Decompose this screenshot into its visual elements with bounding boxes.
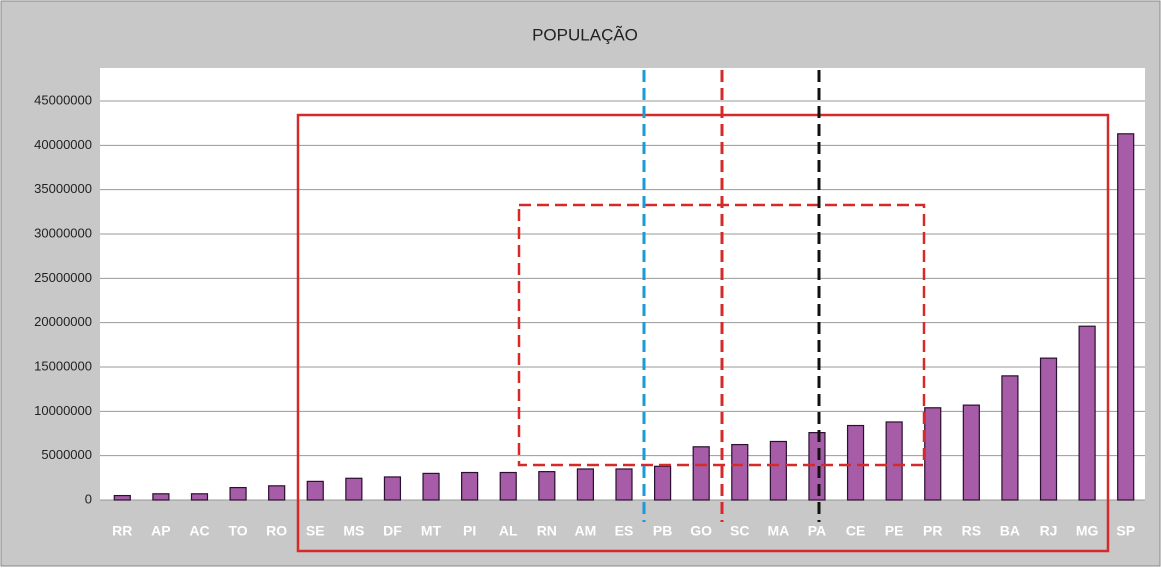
bar (538, 471, 556, 501)
y-tick-label: 0 (85, 491, 92, 506)
x-tick-label: MS (343, 523, 364, 539)
x-tick-label: TO (228, 523, 247, 539)
bar (962, 404, 980, 501)
bar (422, 472, 440, 501)
bar (615, 468, 633, 501)
x-tick-label: AM (575, 523, 597, 539)
x-tick-label: MT (421, 523, 442, 539)
bar (576, 468, 595, 501)
bar (653, 465, 672, 501)
bar (383, 476, 402, 501)
x-tick-label: SC (730, 523, 749, 539)
bar (113, 494, 131, 501)
highlight-box (296, 113, 1110, 553)
x-tick-label: ES (615, 523, 634, 539)
y-tick-label: 10000000 (34, 403, 92, 418)
y-tick-label: 5000000 (41, 447, 92, 462)
y-tick-label: 30000000 (34, 225, 92, 240)
x-tick-label: PB (653, 523, 672, 539)
x-tick-label: DF (383, 523, 402, 539)
y-tick-label: 45000000 (34, 92, 92, 107)
bar (731, 443, 749, 501)
y-tick-label: 15000000 (34, 358, 92, 373)
annotations (296, 70, 1110, 553)
x-tick-label: BA (1000, 523, 1020, 539)
y-tick-label: 20000000 (34, 314, 92, 329)
x-tick-label: GO (690, 523, 712, 539)
bar (499, 471, 517, 501)
bar (306, 480, 324, 501)
x-tick-label: AP (151, 523, 170, 539)
x-tick-label: PA (808, 523, 826, 539)
bar (769, 440, 787, 501)
bar (924, 407, 942, 501)
y-tick-label: 25000000 (34, 270, 92, 285)
x-tick-label: PR (923, 523, 942, 539)
bar (1117, 133, 1135, 501)
bar (692, 446, 710, 501)
bar (190, 493, 209, 501)
bar (229, 486, 247, 501)
bar (1039, 357, 1058, 501)
plot-area (100, 68, 1145, 500)
x-tick-label: RO (266, 523, 287, 539)
bar (268, 485, 286, 501)
x-tick-label: MA (767, 523, 789, 539)
x-tick-label: PI (463, 523, 476, 539)
x-tick-label: CE (846, 523, 865, 539)
x-tick-label: RJ (1040, 523, 1058, 539)
x-tick-label: MG (1076, 523, 1099, 539)
x-tick-label: RN (537, 523, 557, 539)
bar (885, 421, 903, 501)
x-tick-label: RR (112, 523, 132, 539)
x-tick-label: AL (499, 523, 518, 539)
bar (808, 432, 826, 501)
bar (345, 477, 363, 501)
bar (1001, 375, 1019, 501)
x-tick-label: SE (306, 523, 325, 539)
bar (461, 471, 479, 501)
chart-title: POPULAÇÃO (532, 25, 638, 44)
bar (152, 493, 170, 501)
x-tick-label: PE (885, 523, 904, 539)
x-tick-label: SP (1116, 523, 1135, 539)
y-tick-label: 40000000 (34, 137, 92, 152)
x-tick-label: RS (962, 523, 981, 539)
x-tick-label: AC (189, 523, 209, 539)
bar (1078, 325, 1096, 501)
y-tick-label: 35000000 (34, 181, 92, 196)
bar (846, 424, 865, 501)
